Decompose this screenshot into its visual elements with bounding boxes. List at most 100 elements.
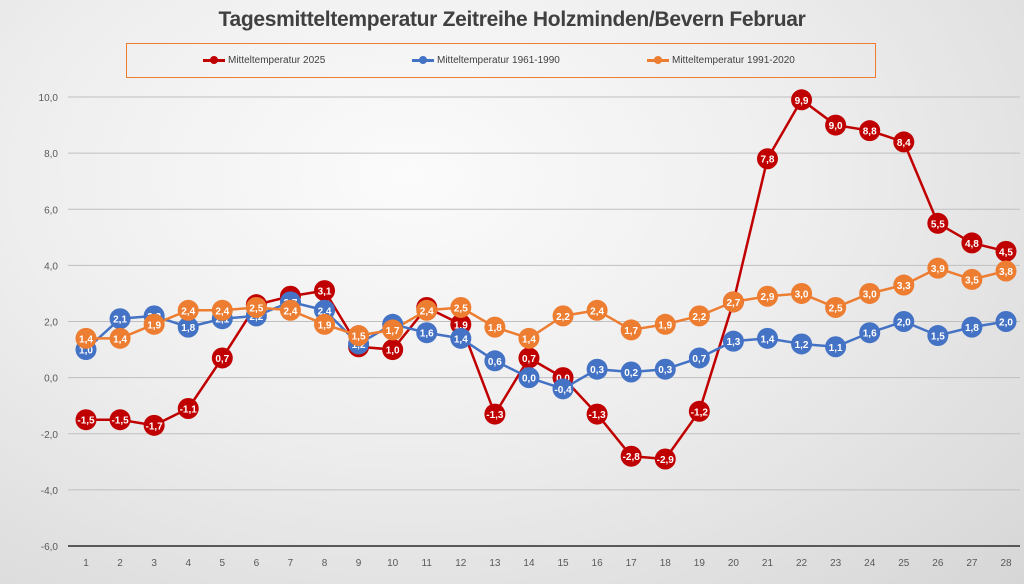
data-label: 1,4 <box>79 334 93 345</box>
x-tick-label: 7 <box>288 558 294 569</box>
x-tick-label: 12 <box>455 558 467 569</box>
x-tick-label: 25 <box>898 558 910 569</box>
data-label: 1,8 <box>488 323 502 334</box>
data-label: 2,4 <box>420 306 434 317</box>
data-point <box>961 316 983 338</box>
chart-title: Tagesmitteltemperatur Zeitreihe Holzmind… <box>218 8 806 31</box>
data-label: 0,0 <box>522 374 536 385</box>
series-line-1 <box>85 300 1007 391</box>
data-point <box>859 282 881 304</box>
data-label: 9,9 <box>795 96 809 107</box>
data-label: -2,8 <box>623 452 641 463</box>
data-label: 0,6 <box>488 357 502 368</box>
data-label: 0,3 <box>590 365 604 376</box>
data-label: 2,1 <box>113 315 127 326</box>
data-point <box>791 282 813 304</box>
data-label: 2,0 <box>999 318 1013 329</box>
data-label: 2,9 <box>761 292 775 303</box>
data-label: 2,0 <box>897 318 911 329</box>
data-label: 1,9 <box>318 320 332 331</box>
data-label: -1,5 <box>77 416 95 427</box>
legend-label-2025: Mitteltemperatur 2025 <box>228 55 326 66</box>
data-point <box>859 120 881 142</box>
data-label: 1,4 <box>761 334 775 345</box>
data-point <box>961 268 983 290</box>
data-point <box>927 257 949 279</box>
data-point <box>416 322 438 344</box>
x-tick-label: 18 <box>660 558 672 569</box>
data-label: 1,5 <box>931 332 945 343</box>
y-tick-label: 10,0 <box>39 93 59 104</box>
data-point <box>143 313 165 335</box>
data-label: 0,7 <box>692 354 706 365</box>
legend-marker-1991-2020 <box>647 56 669 64</box>
data-label: -2,9 <box>657 455 675 466</box>
data-label: 1,1 <box>829 343 843 354</box>
data-label: 3,1 <box>318 287 332 298</box>
data-label: 1,7 <box>624 326 638 337</box>
data-point <box>279 299 301 321</box>
data-point <box>825 296 847 318</box>
data-label: 2,5 <box>454 303 468 314</box>
x-tick-label: 3 <box>151 558 157 569</box>
data-label: 1,9 <box>147 320 161 331</box>
data-label: 1,5 <box>352 332 366 343</box>
x-tick-label: 20 <box>728 558 740 569</box>
data-point <box>484 403 506 425</box>
data-point <box>995 311 1017 332</box>
y-tick-label: 8,0 <box>44 149 58 160</box>
data-label: 1,7 <box>386 326 400 337</box>
data-point <box>620 361 642 383</box>
legend-item-2025[interactable]: Mitteltemperatur 2025 <box>203 55 325 66</box>
data-label: 3,9 <box>931 264 945 275</box>
data-point <box>756 148 778 170</box>
data-point <box>654 448 676 470</box>
data-label: -1,1 <box>180 404 198 415</box>
data-point <box>893 131 915 153</box>
data-label: 8,8 <box>863 127 877 138</box>
data-point <box>688 347 710 369</box>
data-label: 9,0 <box>829 121 843 132</box>
data-point <box>75 327 97 349</box>
data-point <box>586 358 608 380</box>
x-tick-label: 1 <box>83 558 89 569</box>
data-point <box>893 311 915 332</box>
data-point <box>518 367 540 389</box>
x-tick-label: 10 <box>387 558 399 569</box>
data-point <box>143 414 165 436</box>
data-label: 1,8 <box>965 323 979 334</box>
x-tick-label: 9 <box>356 558 362 569</box>
data-point <box>416 299 438 321</box>
data-label: 2,4 <box>590 306 604 317</box>
x-tick-label: 4 <box>185 558 191 569</box>
data-label: 4,8 <box>965 239 979 250</box>
x-tick-label: 15 <box>557 558 569 569</box>
data-label: 2,7 <box>726 298 740 309</box>
data-label: 1,4 <box>522 334 536 345</box>
data-point <box>859 322 881 344</box>
data-point <box>382 339 404 361</box>
x-tick-label: 13 <box>489 558 501 569</box>
x-tick-label: 24 <box>864 558 876 569</box>
data-point <box>348 325 370 347</box>
data-label: 2,4 <box>318 306 332 317</box>
legend-item-1961-1990[interactable]: Mitteltemperatur 1961-1990 <box>412 55 560 66</box>
data-point <box>245 296 267 318</box>
data-point <box>177 316 199 338</box>
data-point <box>791 333 813 355</box>
data-label: 1,3 <box>726 337 740 348</box>
data-label: 3,5 <box>965 275 979 286</box>
data-label: 1,0 <box>79 346 93 357</box>
legend-marker-1961-1990 <box>412 56 434 64</box>
data-point <box>484 350 506 372</box>
y-tick-label: -4,0 <box>41 486 59 497</box>
data-label: 1,2 <box>795 340 809 351</box>
data-point <box>211 347 233 369</box>
data-point <box>688 305 710 327</box>
legend-item-1991-2020[interactable]: Mitteltemperatur 1991-2020 <box>647 55 795 66</box>
data-point <box>518 327 540 349</box>
data-label: 1,0 <box>386 346 400 357</box>
data-label: -1,2 <box>691 407 709 418</box>
data-point <box>756 327 778 349</box>
data-point <box>995 240 1017 262</box>
